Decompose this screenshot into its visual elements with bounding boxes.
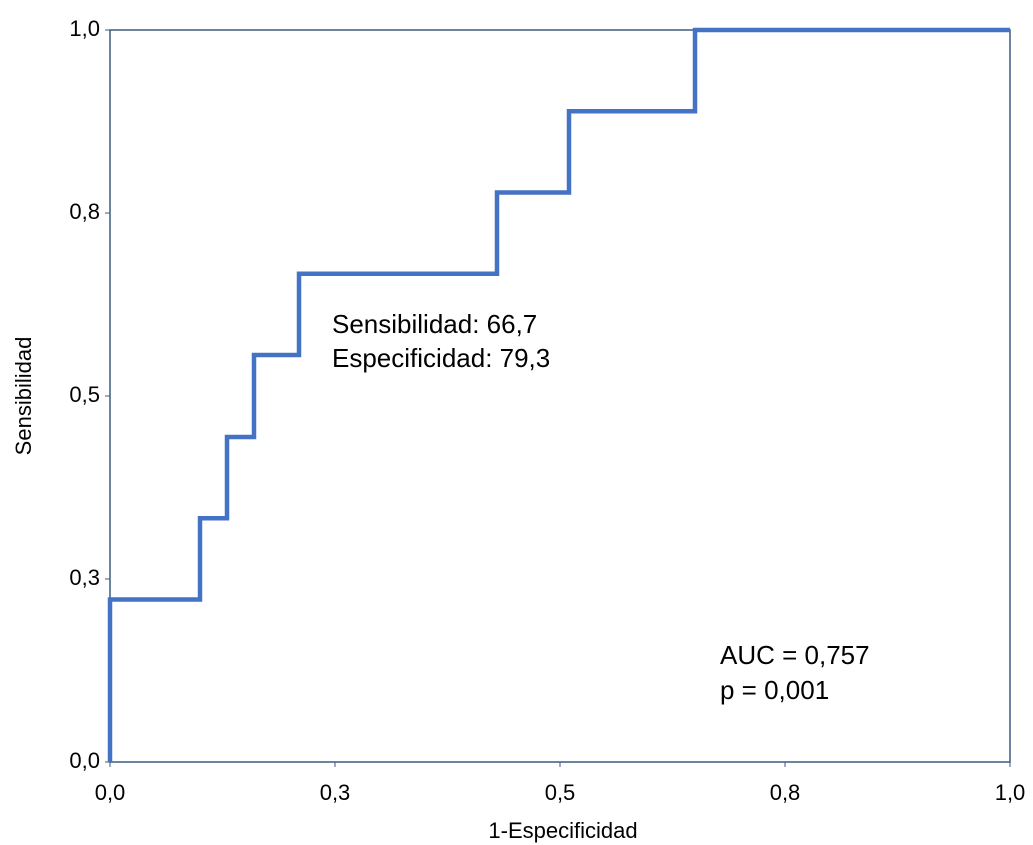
x-axis-title: 1-Especificidad: [488, 818, 637, 843]
x-tick-label: 0,5: [545, 780, 576, 805]
annotation: p = 0,001: [720, 675, 829, 705]
y-axis-title: Sensibilidad: [11, 337, 36, 456]
y-tick-label: 0,8: [69, 199, 100, 224]
y-tick-label: 0,0: [69, 748, 100, 773]
plot-frame: [109, 29, 1011, 763]
x-tick-label: 1,0: [995, 780, 1026, 805]
x-tick-label: 0,3: [320, 780, 351, 805]
annotation: Sensibilidad: 66,7: [332, 309, 537, 339]
y-tick-label: 0,3: [69, 565, 100, 590]
x-tick-label: 0,8: [770, 780, 801, 805]
y-tick-label: 1,0: [69, 16, 100, 41]
x-tick-label: 0,0: [95, 780, 126, 805]
y-tick-label: 0,5: [69, 382, 100, 407]
roc-line: [107, 27, 1010, 762]
annotation: Especificidad: 79,3: [332, 343, 550, 373]
annotation: AUC = 0,757: [720, 640, 870, 670]
